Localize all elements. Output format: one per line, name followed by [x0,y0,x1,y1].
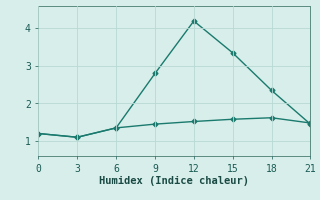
X-axis label: Humidex (Indice chaleur): Humidex (Indice chaleur) [100,176,249,186]
